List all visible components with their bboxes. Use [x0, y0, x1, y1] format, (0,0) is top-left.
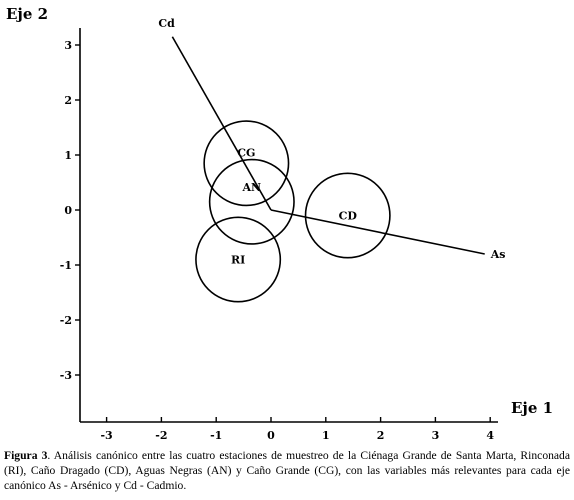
station-circle-ri [195, 216, 282, 303]
canonical-analysis-chart: -3 -2 -1 0 1 2 3 4 3 2 1 0 -1 -2 -3 Cd As CG AN CD RI Eje… [6, 5, 553, 442]
x-axis-title: Eje 1 [511, 399, 553, 417]
vector-label-as: As [490, 248, 506, 261]
vector-label-cd: Cd [158, 17, 175, 30]
x-tick-label: 4 [486, 429, 494, 442]
y-ticks: 3 2 1 0 -1 -2 -3 [60, 39, 80, 382]
y-tick-label: -2 [60, 314, 72, 327]
station-circle-cd [304, 172, 391, 259]
y-tick-label: 3 [64, 39, 72, 52]
x-tick-label: 3 [432, 429, 440, 442]
caption-text: . Análisis canónico entre las cuatro est… [4, 449, 570, 492]
y-tick-label: -3 [60, 369, 72, 382]
station-label-cd: CD [339, 210, 358, 223]
y-tick-label: 2 [64, 94, 72, 107]
y-tick-label: 0 [64, 204, 72, 217]
station-label-ri: RI [231, 254, 245, 267]
x-tick-label: 0 [267, 429, 275, 442]
x-tick-label: -2 [155, 429, 167, 442]
station-circle-an [208, 158, 295, 245]
station-label-an: AN [242, 181, 262, 194]
x-tick-label: -3 [100, 429, 112, 442]
y-axis-title: Eje 2 [6, 5, 48, 23]
y-tick-label: -1 [60, 259, 72, 272]
x-ticks: -3 -2 -1 0 1 2 3 4 [100, 417, 494, 442]
variable-vectors: Cd As [158, 17, 505, 261]
vector-as [270, 209, 485, 255]
x-tick-label: 1 [322, 429, 330, 442]
station-circle-cg [203, 120, 290, 207]
figure-caption: Figura 3. Análisis canónico entre las cu… [4, 448, 570, 493]
station-label-cg: CG [237, 146, 255, 159]
y-tick-label: 1 [64, 149, 72, 162]
x-tick-label: -1 [210, 429, 222, 442]
station-circles: CG AN CD RI [195, 120, 391, 303]
vector-cd [171, 36, 272, 211]
x-tick-label: 2 [377, 429, 385, 442]
axes [79, 28, 498, 423]
caption-label: Figura 3 [4, 449, 48, 462]
